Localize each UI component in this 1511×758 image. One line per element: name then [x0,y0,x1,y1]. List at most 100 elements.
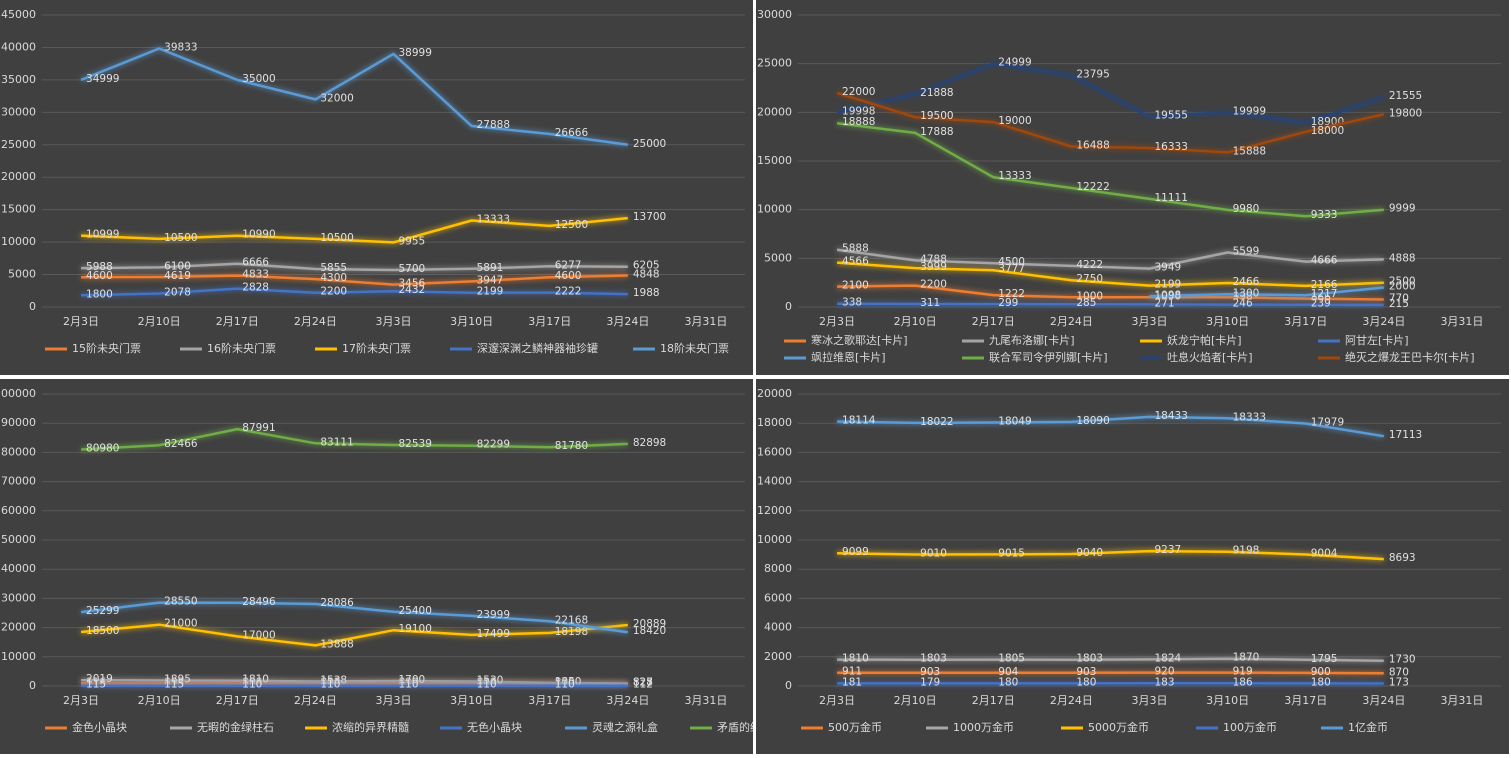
series-line [837,673,1384,674]
data-label: 15888 [1233,145,1266,157]
x-tick-label: 3月24日 [1362,694,1405,707]
data-label: 32000 [320,92,353,104]
data-label: 18000 [1311,125,1344,137]
y-tick-label: 20000 [757,387,792,400]
y-tick-label: 40000 [1,40,36,53]
y-tick-label: 2000 [764,650,792,663]
legend-label: 妖龙宁帕[卡片] [1167,333,1242,347]
data-label: 3947 [477,274,504,286]
data-label: 5855 [320,262,347,274]
x-tick-label: 2月3日 [63,315,99,328]
data-label: 5891 [477,262,504,274]
y-tick-label: 20000 [757,105,792,118]
data-label: 13333 [477,213,510,225]
y-tick-label: 20000 [1,621,36,634]
data-label: 21888 [920,87,953,99]
data-label: 18049 [998,415,1031,427]
x-tick-label: 2月17日 [972,694,1015,707]
y-tick-label: 40000 [1,562,36,575]
data-label: 9040 [1076,547,1103,559]
data-label: 18888 [842,116,875,128]
data-label: 285 [1076,297,1096,309]
series-line [837,659,1384,661]
data-label: 4666 [1311,255,1338,267]
y-tick-label: 10000 [1,235,36,248]
data-label: 2000 [1389,281,1416,293]
y-tick-label: 0 [29,679,36,692]
x-tick-label: 3月24日 [1362,315,1405,328]
data-label: 1810 [842,653,869,665]
data-label: 83111 [320,436,353,448]
legend-label: 5000万金币 [1088,720,1149,734]
y-tick-label: 8000 [764,562,792,575]
data-label: 10999 [86,229,119,241]
data-label: 110 [320,679,340,691]
data-label: 181 [842,676,862,688]
series-line [1150,288,1384,297]
legend-label: 灵魂之源礼盒 [592,720,658,734]
x-tick-label: 2月10日 [894,315,937,328]
y-tick-label: 15000 [1,203,36,216]
data-label: 82299 [477,439,510,451]
legend-label: 矛盾的结晶体 [717,720,753,734]
data-label: 22168 [555,614,588,626]
x-tick-label: 3月31日 [1440,315,1483,328]
legend-label: 无暇的金绿柱石 [197,720,274,734]
data-label: 9999 [1389,203,1416,215]
y-tick-label: 0 [29,300,36,313]
legend-label: 九尾布洛娜[卡片] [989,333,1075,347]
y-tick-label: 45000 [1,8,36,21]
data-label: 9980 [1233,203,1260,215]
chart: 0100002000030000400005000060000700008000… [0,379,753,754]
y-tick-label: 60000 [1,504,36,517]
series-line [837,551,1384,559]
data-label: 1805 [998,653,1025,665]
legend-label: 飒拉维恩[卡片] [811,350,886,364]
x-tick-label: 3月24日 [606,694,649,707]
y-tick-label: 70000 [1,475,36,488]
data-label: 82539 [399,438,432,450]
data-label: 3999 [920,261,947,273]
y-tick-label: 30000 [1,591,36,604]
data-label: 338 [842,297,862,309]
data-label: 2466 [1233,276,1260,288]
y-tick-label: 25000 [1,138,36,151]
x-tick-label: 3月17日 [528,694,571,707]
data-label: 80980 [86,443,119,455]
legend-label: 深邃深渊之鳞神器袖珍罐 [477,341,598,355]
legend-label: 15阶未央门票 [72,341,141,355]
data-label: 2199 [477,286,504,298]
legend-label: 17阶未央门票 [342,341,411,355]
data-label: 12500 [555,219,588,231]
data-label: 1988 [633,287,660,299]
data-label: 12222 [1076,181,1109,193]
data-label: 4888 [1389,252,1416,264]
data-label: 17499 [477,628,510,640]
y-tick-label: 25000 [757,57,792,70]
data-label: 110 [555,679,575,691]
data-label: 23795 [1076,68,1109,80]
data-label: 82466 [164,438,198,450]
data-label: 13333 [998,170,1031,182]
data-label: 18198 [555,626,588,638]
data-label: 27888 [477,119,510,131]
data-label: 22000 [842,86,875,98]
x-tick-label: 2月3日 [819,694,855,707]
data-label: 35000 [242,73,275,85]
x-tick-label: 3月31日 [684,315,727,328]
y-tick-label: 6000 [764,591,792,604]
data-label: 2750 [1076,273,1103,285]
x-tick-label: 3月24日 [606,315,649,328]
data-label: 21000 [164,618,197,630]
data-label: 39833 [164,42,197,54]
data-label: 2828 [242,282,269,294]
data-label: 1730 [1389,654,1416,666]
series-line [81,429,628,449]
legend-label: 绝灭之爆龙王巴卡尔[卡片] [1345,350,1475,364]
y-tick-label: 12000 [757,504,792,517]
